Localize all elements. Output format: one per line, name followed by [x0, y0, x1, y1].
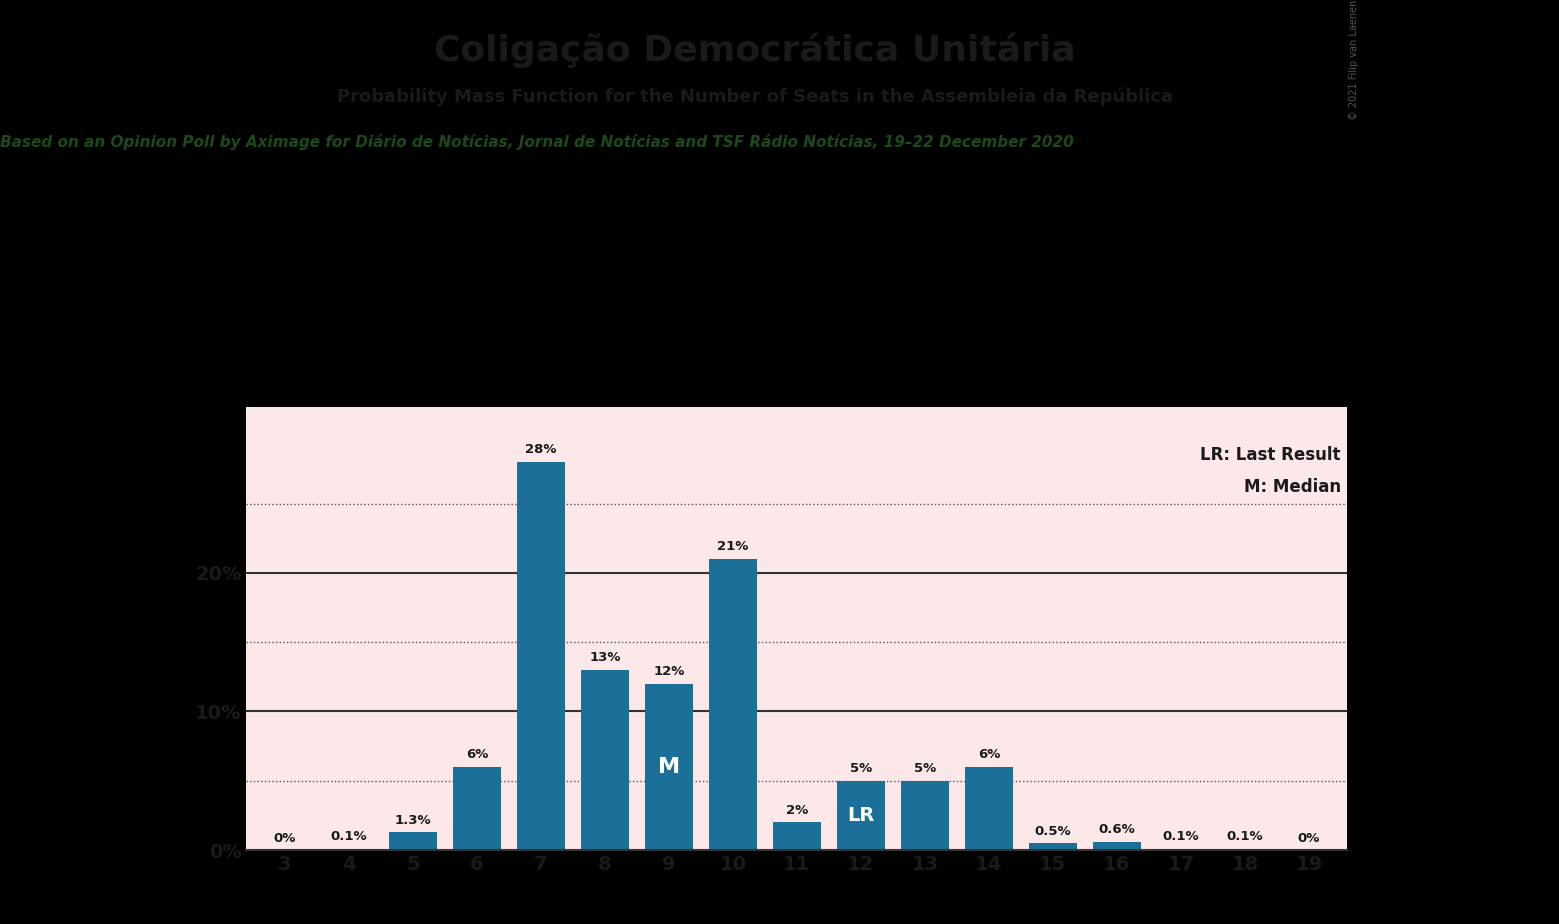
Text: 0.1%: 0.1%: [331, 830, 368, 843]
Bar: [645, 684, 692, 850]
Bar: [582, 670, 628, 850]
Text: 6%: 6%: [977, 748, 1001, 761]
Text: LR: LR: [847, 806, 875, 825]
Text: 0.1%: 0.1%: [1227, 830, 1263, 843]
Text: 13%: 13%: [589, 651, 620, 664]
Bar: [1157, 848, 1205, 850]
Bar: [324, 848, 373, 850]
Text: © 2021 Filip van Laenen: © 2021 Filip van Laenen: [1350, 0, 1359, 120]
Bar: [773, 822, 822, 850]
Text: 6%: 6%: [466, 748, 488, 761]
Text: 0%: 0%: [1297, 832, 1320, 845]
Text: LR: Last Result: LR: Last Result: [1200, 446, 1341, 465]
Bar: [965, 767, 1013, 850]
Bar: [518, 462, 564, 850]
Text: Coligação Democrática Unitária: Coligação Democrática Unitária: [433, 32, 1076, 67]
Text: Based on an Opinion Poll by Aximage for Diário de Notícias, Jornal de Notícias a: Based on an Opinion Poll by Aximage for …: [0, 134, 1074, 150]
Text: 1.3%: 1.3%: [394, 813, 432, 826]
Text: 28%: 28%: [525, 444, 557, 456]
Bar: [452, 767, 500, 850]
Bar: [837, 781, 886, 850]
Text: 0.6%: 0.6%: [1099, 823, 1135, 836]
Text: 12%: 12%: [653, 665, 684, 678]
Bar: [709, 559, 758, 850]
Text: 5%: 5%: [914, 762, 935, 775]
Bar: [1093, 842, 1141, 850]
Text: M: M: [658, 757, 680, 777]
Bar: [901, 781, 949, 850]
Text: M: Median: M: Median: [1244, 478, 1341, 495]
Text: 5%: 5%: [850, 762, 871, 775]
Text: 2%: 2%: [786, 804, 808, 817]
Text: Probability Mass Function for the Number of Seats in the Assembleia da República: Probability Mass Function for the Number…: [337, 88, 1172, 106]
Text: 0.5%: 0.5%: [1035, 824, 1071, 837]
Bar: [388, 832, 437, 850]
Text: 0.1%: 0.1%: [1163, 830, 1199, 843]
Bar: [1029, 843, 1077, 850]
Text: 0%: 0%: [274, 832, 296, 845]
Bar: [1221, 848, 1269, 850]
Text: 21%: 21%: [717, 541, 748, 553]
